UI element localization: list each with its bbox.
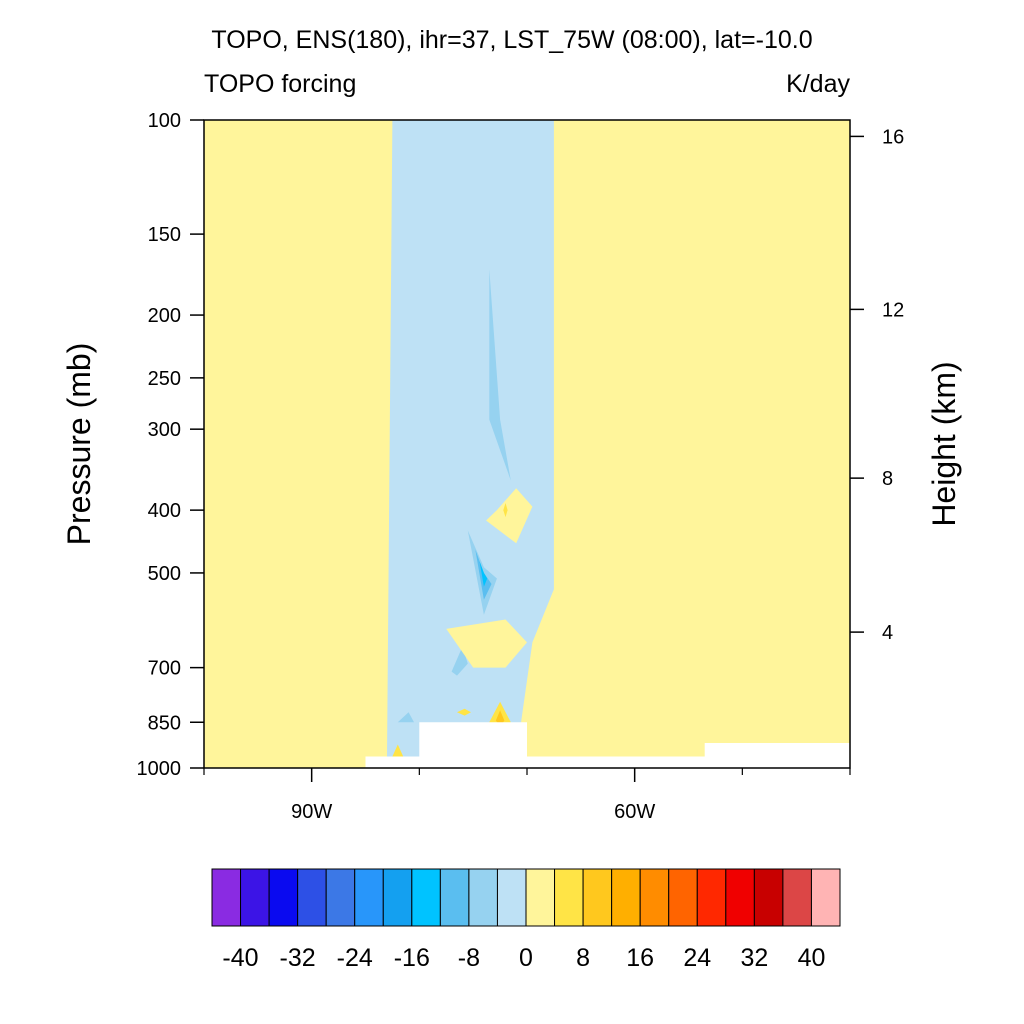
y2-tick-label-16: 16: [882, 126, 904, 148]
y-tick-label-150: 150: [148, 224, 181, 246]
colorbar-swatch-15: [639, 868, 670, 927]
colorbar-swatch-2: [268, 868, 299, 927]
contour-region-1: [387, 120, 554, 757]
contour-region-11: [446, 619, 527, 668]
contour-region-10: [503, 503, 508, 518]
colorbar-swatch-1: [240, 868, 270, 927]
y-tick-label-500: 500: [148, 563, 181, 585]
colorbar-swatch-6: [382, 868, 413, 927]
colorbar: -40 -32 -24 -16 -8 0 8 16 24 32 40: [211, 868, 841, 972]
right-subtitle: K/day: [786, 70, 850, 98]
colorbar-label-6: 8: [576, 944, 590, 972]
colorbar-label-5: 0: [519, 944, 533, 972]
y2-tick-label-4: 4: [882, 622, 893, 644]
y-tick-label-100: 100: [148, 110, 181, 132]
contour-region-14: [457, 708, 471, 716]
x-tick-label-90W: 90W: [291, 801, 332, 823]
colorbar-swatch-10: [496, 868, 527, 927]
y-tick-label-200: 200: [148, 305, 181, 327]
contour-region-7: [479, 561, 488, 587]
colorbar-swatch-14: [611, 868, 641, 927]
colorbar-swatch-4: [325, 868, 356, 927]
colorbar-swatch-11: [525, 868, 556, 927]
colorbar-label-3: -16: [394, 944, 430, 972]
y-tick-label-250: 250: [148, 368, 181, 390]
y-tick-label-700: 700: [148, 658, 181, 680]
colorbar-label-7: 16: [626, 944, 654, 972]
colorbar-label-1: -32: [280, 944, 316, 972]
y2-axis-label: Height (km): [926, 361, 962, 526]
colorbar-swatch-8: [439, 868, 470, 927]
colorbar-swatch-9: [468, 868, 498, 927]
y-tick-label-1000: 1000: [137, 758, 182, 780]
colorbar-swatch-19: [753, 868, 784, 927]
colorbar-label-8: 24: [683, 944, 711, 972]
plot-area: [204, 120, 850, 768]
contour-region-9: [486, 488, 533, 544]
contour-region-16: [397, 712, 414, 723]
y2-tick-label-8: 8: [882, 468, 893, 490]
colorbar-label-4: -8: [458, 944, 480, 972]
colorbar-swatch-16: [668, 868, 698, 927]
contour-region-2: [489, 269, 511, 481]
colorbar-swatch-13: [582, 868, 613, 927]
contour-region-15: [392, 744, 404, 757]
y-tick-label-850: 850: [148, 712, 181, 734]
colorbar-swatch-5: [354, 868, 384, 927]
chart-title: TOPO, ENS(180), ihr=37, LST_75W (08:00),…: [211, 26, 812, 54]
colorbar-swatch-0: [211, 868, 242, 927]
x-tick-label-60W: 60W: [614, 801, 655, 823]
y-tick-label-400: 400: [148, 500, 181, 522]
colorbar-swatch-17: [696, 868, 727, 927]
missing-data-1: [419, 722, 527, 757]
colorbar-label-9: 32: [740, 944, 768, 972]
colorbar-swatch-12: [554, 868, 584, 927]
colorbar-label-0: -40: [222, 944, 258, 972]
colorbar-swatch-3: [297, 868, 327, 927]
colorbar-swatch-7: [411, 868, 441, 927]
colorbar-label-10: 40: [798, 944, 826, 972]
y2-tick-label-12: 12: [882, 299, 904, 321]
colorbar-swatch-21: [810, 868, 841, 927]
colorbar-label-2: -24: [337, 944, 373, 972]
y-tick-label-300: 300: [148, 419, 181, 441]
left-subtitle: TOPO forcing: [204, 70, 356, 98]
axes-layer: 100 150 200 250 300 400 500 700 850 1000 16 12 8 4 90W…: [137, 110, 905, 823]
y-axis-label: Pressure (mb): [61, 343, 97, 546]
colorbar-swatch-20: [782, 868, 812, 927]
missing-data-2: [527, 756, 705, 768]
missing-data-3: [704, 743, 850, 768]
colorbar-swatch-18: [725, 868, 755, 927]
contour-region-13: [495, 710, 505, 726]
